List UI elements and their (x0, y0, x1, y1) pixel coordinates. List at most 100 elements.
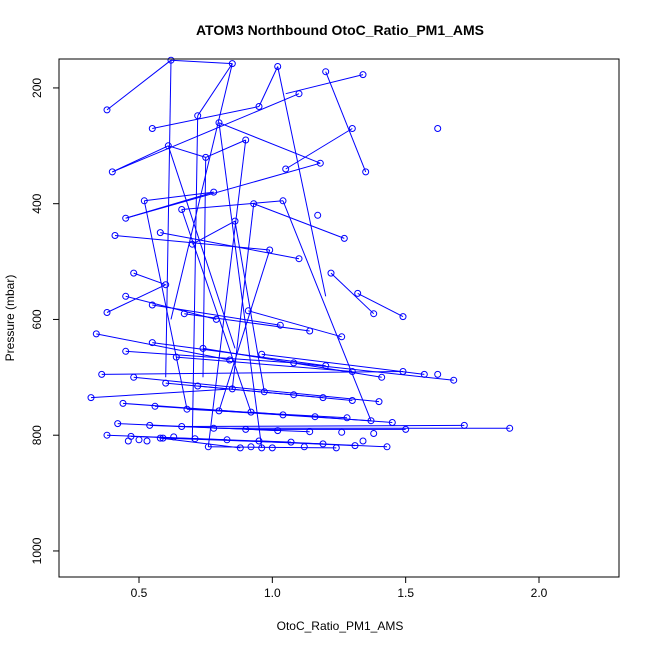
series-segment (258, 440, 388, 448)
series-segment (170, 63, 233, 320)
data-point (178, 423, 186, 430)
data-point (103, 309, 111, 316)
data-point (399, 313, 407, 321)
data-point (170, 433, 178, 441)
data-point (167, 56, 175, 64)
data-point (367, 417, 375, 425)
data-point (194, 112, 202, 120)
series-segment (114, 235, 270, 251)
data-point (362, 168, 370, 176)
data-point (279, 411, 287, 419)
data-point (119, 399, 127, 407)
series-segment (248, 310, 342, 338)
data-point (319, 440, 327, 448)
data-point (148, 339, 156, 347)
data-point (122, 292, 130, 300)
data-point (450, 376, 458, 384)
data-point (343, 414, 351, 422)
series-segment (197, 385, 353, 401)
data-point (258, 350, 266, 358)
series-segment (144, 191, 214, 202)
data-point (266, 246, 274, 254)
x-tick-label: 1.5 (397, 586, 414, 600)
series-segment (261, 353, 425, 375)
data-point (255, 103, 263, 110)
x-tick-label: 0.5 (131, 586, 148, 600)
series-segment (90, 388, 233, 399)
y-tick-label: 200 (30, 78, 44, 98)
data-point (236, 444, 244, 452)
series-segment (191, 115, 199, 442)
series-segment (285, 128, 353, 170)
data-point (506, 424, 514, 432)
data-point (359, 437, 367, 445)
data-point (306, 428, 314, 436)
plot-frame (58, 58, 620, 578)
data-point (202, 153, 210, 161)
data-point (242, 425, 250, 433)
series-points (87, 56, 514, 452)
data-point (276, 321, 284, 329)
data-point (143, 437, 151, 445)
series-segment (168, 145, 206, 158)
data-point (156, 434, 164, 442)
data-point (156, 229, 164, 237)
data-point (287, 438, 295, 446)
data-point (108, 168, 116, 176)
data-point (180, 310, 188, 318)
data-point (162, 281, 170, 289)
data-point (226, 356, 234, 364)
series-segment (218, 122, 263, 448)
data-point (434, 370, 442, 378)
data-point (159, 434, 167, 442)
data-point (290, 359, 298, 367)
data-point (332, 444, 340, 452)
data-point (319, 394, 327, 402)
series-segment (170, 59, 233, 65)
data-point (103, 431, 111, 439)
data-point (322, 68, 330, 76)
data-point (274, 427, 282, 435)
data-point (399, 368, 407, 375)
data-point (215, 407, 223, 415)
data-point (268, 444, 276, 452)
data-point (311, 413, 319, 421)
data-point (231, 217, 239, 225)
series-segment (357, 292, 404, 318)
data-point (210, 424, 218, 432)
data-point (228, 60, 236, 68)
series-segment (133, 376, 380, 403)
data-point (210, 188, 218, 196)
data-point (359, 71, 367, 79)
data-point (258, 444, 266, 452)
series-segment (143, 200, 188, 410)
data-point (420, 370, 428, 378)
data-point (135, 436, 143, 444)
data-point (188, 240, 196, 248)
x-tick-label: 1.0 (264, 586, 281, 600)
data-point (260, 388, 268, 396)
data-point (204, 443, 212, 451)
data-point (146, 421, 154, 429)
data-point (247, 408, 255, 416)
data-point (370, 310, 378, 318)
x-axis-label: OtoC_Ratio_PM1_AMS (277, 619, 404, 633)
data-point (103, 106, 111, 114)
data-point (250, 200, 258, 208)
data-point (295, 90, 303, 98)
data-point (383, 443, 391, 451)
series-segment (258, 66, 279, 107)
data-point (148, 125, 156, 132)
series-segment (282, 200, 372, 421)
data-point (354, 289, 362, 297)
series-segment (112, 93, 300, 173)
data-point (402, 425, 410, 433)
series-segment (234, 221, 265, 392)
data-point (114, 420, 122, 428)
data-point (434, 125, 442, 132)
series-segment (106, 59, 172, 111)
data-point (255, 437, 263, 445)
data-point (338, 333, 346, 341)
data-point (348, 125, 356, 132)
